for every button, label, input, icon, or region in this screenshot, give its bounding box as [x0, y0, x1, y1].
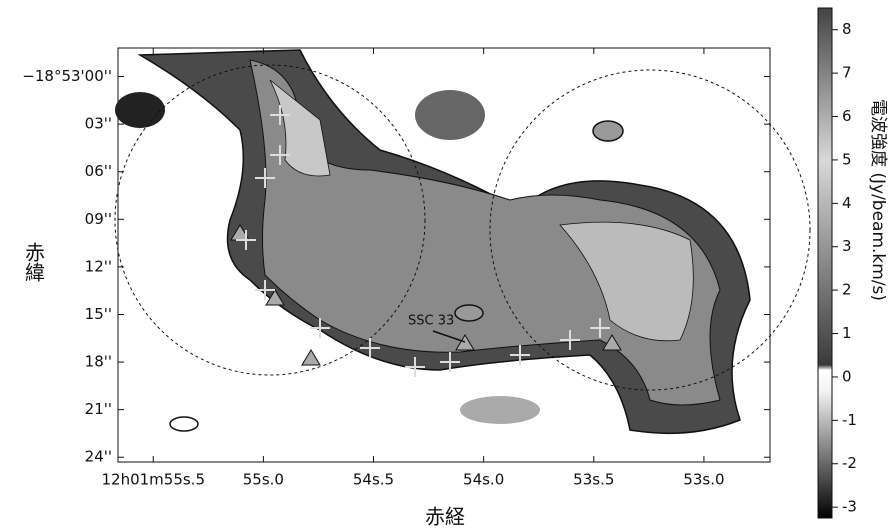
y-tick-label: 09'': [85, 210, 112, 228]
colorbar: [818, 8, 832, 518]
y-axis-label: 赤緯: [22, 242, 46, 282]
x-tick-label: 53s.5: [573, 471, 614, 489]
annotation: SSC 33: [408, 314, 454, 329]
y-tick-label: 24'': [85, 448, 112, 466]
colorbar-label: 電波強度 (Jy/beam.km/s): [868, 99, 888, 301]
colorbar-tick-label: 2: [842, 281, 852, 299]
x-tick-label: 54s.5: [353, 471, 394, 489]
y-tick-label: 06'': [85, 162, 112, 180]
x-tick-label: 12h01m55s.5: [101, 471, 205, 489]
colorbar-tick-label: 6: [842, 107, 852, 125]
x-tick-label: 55s.0: [243, 471, 284, 489]
x-axis-label: 赤経: [425, 505, 465, 529]
x-tick-label: 53s.0: [683, 471, 724, 489]
colorbar-tick-label: 5: [842, 150, 852, 168]
y-tick-label: 12'': [85, 257, 112, 275]
y-tick-label: 18'': [85, 353, 112, 371]
x-tick-label: 54s.0: [463, 471, 504, 489]
colorbar-tick-label: 0: [842, 367, 852, 385]
colorbar-tick-label: 4: [842, 194, 852, 212]
y-tick-label: 03'': [85, 115, 112, 133]
colorbar-tick-label: -2: [842, 454, 857, 472]
y-tick-label: 15'': [85, 305, 112, 323]
colorbar-tick-label: -3: [842, 498, 857, 516]
y-tick-label: 21'': [85, 400, 112, 418]
colorbar-tick-label: 7: [842, 64, 852, 82]
y-tick-label: −18°53'00'': [22, 67, 112, 85]
colorbar-tick-label: 8: [842, 20, 852, 38]
colorbar-tick-label: 3: [842, 237, 852, 255]
figure: SSC 33 赤経 赤緯 電波強度 (Jy/beam.km/s) 12h01m5…: [0, 0, 896, 532]
colorbar-tick-label: 1: [842, 324, 852, 342]
colorbar-tick-label: -1: [842, 411, 857, 429]
